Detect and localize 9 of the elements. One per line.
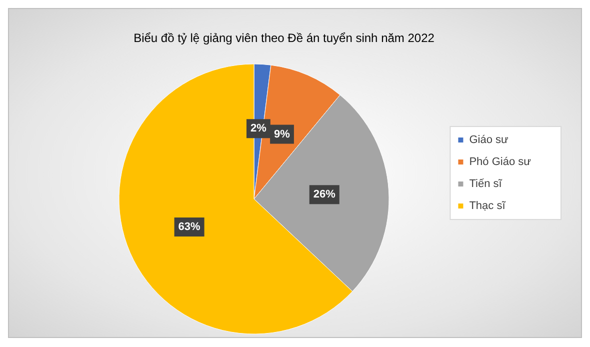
- data-label: 26%: [313, 188, 336, 201]
- data-label: 2%: [250, 122, 267, 135]
- legend-label: Phó Giáo sư: [469, 156, 532, 168]
- data-label: 9%: [274, 128, 290, 140]
- legend-label: Giáo sư: [469, 134, 510, 146]
- legend-label: Tiến sĩ: [469, 178, 503, 190]
- legend-label: Thạc sĩ: [469, 200, 506, 212]
- chart-title: Biểu đồ tỷ lệ giảng viên theo Đề án tuyển sinh năm 2022: [134, 31, 435, 45]
- data-label: 63%: [178, 221, 201, 233]
